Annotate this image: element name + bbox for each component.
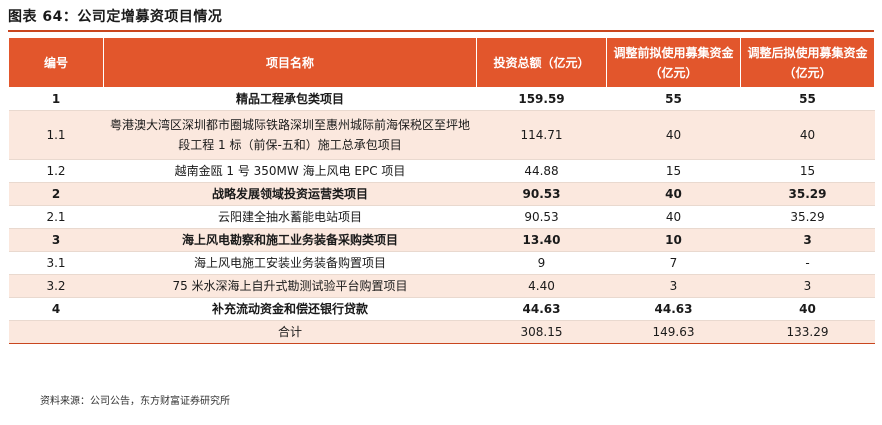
cell-number: 1.2 [8,159,104,183]
header-number: 编号 [8,37,104,88]
title-rule [8,30,874,32]
cell-total-investment: 159.59 [476,87,607,111]
cell-total-investment: 4.40 [476,274,607,298]
cell-total-investment: 44.63 [476,297,607,321]
cell-project-name: 补充流动资金和偿还银行贷款 [103,297,477,321]
cell-total-investment: 308.15 [476,320,607,344]
cell-project-name: 海上风电施工安装业务装备购置项目 [103,251,477,275]
cell-funds-after: 40 [740,110,875,160]
cell-number: 3 [8,228,104,252]
fundraising-table: 编号 项目名称 投资总额（亿元） 调整前拟使用募集资金（亿元） 调整后拟使用募集… [8,37,875,344]
cell-total-investment: 114.71 [476,110,607,160]
cell-funds-after: 15 [740,159,875,183]
cell-project-name: 云阳建全抽水蓄能电站项目 [103,205,477,229]
header-project-name: 项目名称 [103,37,477,88]
table-row: 3.1 海上风电施工安装业务装备购置项目 9 7 - [8,251,875,275]
cell-funds-after: 40 [740,297,875,321]
figure-title: 图表 64：公司定增募资项目情况 [8,9,223,25]
cell-number: 1.1 [8,110,104,160]
cell-funds-before: 44.63 [606,297,741,321]
cell-funds-after: 133.29 [740,320,875,344]
cell-funds-before: 3 [606,274,741,298]
header-funds-after: 调整后拟使用募集资金（亿元） [740,37,875,88]
cell-funds-after: 35.29 [740,182,875,206]
header-funds-before: 调整前拟使用募集资金（亿元） [606,37,741,88]
cell-funds-after: - [740,251,875,275]
cell-funds-after: 3 [740,228,875,252]
cell-funds-before: 40 [606,205,741,229]
cell-funds-before: 7 [606,251,741,275]
cell-total-label: 合计 [103,320,477,344]
cell-number: 3.1 [8,251,104,275]
cell-project-name: 越南金瓯 1 号 350MW 海上风电 EPC 项目 [103,159,477,183]
cell-total-investment: 90.53 [476,205,607,229]
table-row: 4 补充流动资金和偿还银行贷款 44.63 44.63 40 [8,297,875,321]
cell-funds-after: 55 [740,87,875,111]
cell-number: 1 [8,87,104,111]
cell-funds-before: 40 [606,182,741,206]
cell-funds-before: 40 [606,110,741,160]
cell-number: 3.2 [8,274,104,298]
cell-funds-before: 10 [606,228,741,252]
cell-total-investment: 9 [476,251,607,275]
table-row: 3 海上风电勘察和施工业务装备采购类项目 13.40 10 3 [8,228,875,252]
cell-number: 4 [8,297,104,321]
table-row: 1.2 越南金瓯 1 号 350MW 海上风电 EPC 项目 44.88 15 … [8,159,875,183]
cell-total-investment: 13.40 [476,228,607,252]
cell-funds-before: 55 [606,87,741,111]
header-total-investment: 投资总额（亿元） [476,37,607,88]
table-header-row: 编号 项目名称 投资总额（亿元） 调整前拟使用募集资金（亿元） 调整后拟使用募集… [8,37,875,88]
cell-number: 2 [8,182,104,206]
cell-project-name: 海上风电勘察和施工业务装备采购类项目 [103,228,477,252]
table-row: 1.1 粤港澳大湾区深圳都市圈城际铁路深圳至惠州城际前海保税区至坪地段工程 1 … [8,110,875,160]
table-row: 3.2 75 米水深海上自升式勘测试验平台购置项目 4.40 3 3 [8,274,875,298]
cell-funds-before: 149.63 [606,320,741,344]
cell-project-name: 75 米水深海上自升式勘测试验平台购置项目 [103,274,477,298]
cell-project-name: 精品工程承包类项目 [103,87,477,111]
table-row: 2 战略发展领域投资运营类项目 90.53 40 35.29 [8,182,875,206]
cell-funds-before: 15 [606,159,741,183]
cell-total-investment: 44.88 [476,159,607,183]
table-total-row: 合计 308.15 149.63 133.29 [8,320,875,344]
cell-project-name: 战略发展领域投资运营类项目 [103,182,477,206]
cell-funds-after: 35.29 [740,205,875,229]
cell-funds-after: 3 [740,274,875,298]
table-row: 2.1 云阳建全抽水蓄能电站项目 90.53 40 35.29 [8,205,875,229]
table-row: 1 精品工程承包类项目 159.59 55 55 [8,87,875,111]
cell-number [8,320,104,344]
source-note: 资料来源：公司公告，东方财富证券研究所 [40,396,230,407]
cell-number: 2.1 [8,205,104,229]
cell-total-investment: 90.53 [476,182,607,206]
cell-project-name: 粤港澳大湾区深圳都市圈城际铁路深圳至惠州城际前海保税区至坪地段工程 1 标（前保… [103,110,477,160]
